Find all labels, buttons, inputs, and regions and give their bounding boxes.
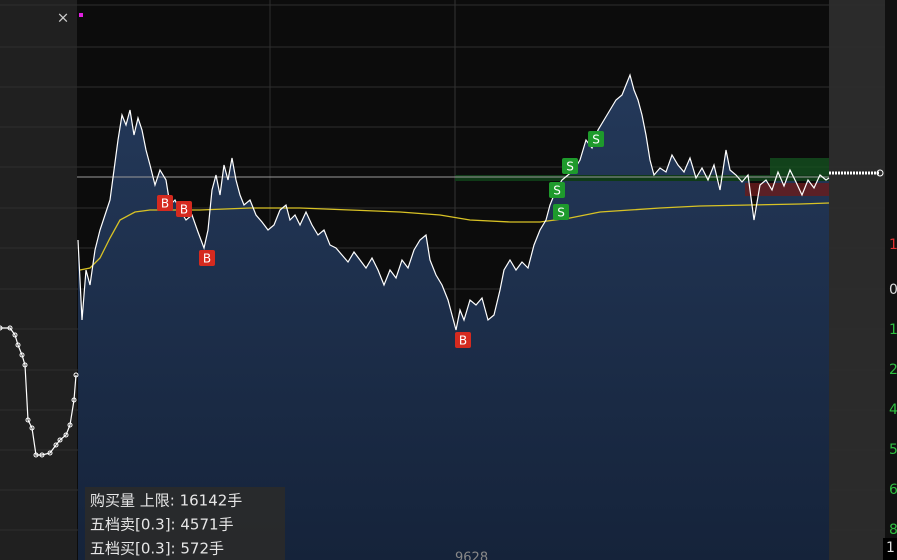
axis-label: 1 — [889, 237, 897, 253]
info-line: 五档卖[0.3]: 4571手 — [90, 516, 234, 534]
axis-label: 8 — [889, 522, 897, 538]
left-panel — [0, 0, 77, 560]
sell-depth — [770, 158, 829, 175]
corner-label: 1 — [886, 540, 895, 556]
right-panel — [829, 0, 885, 560]
sell-marker — [562, 158, 578, 174]
info-line: 购买量 上限: 16142手 — [90, 492, 242, 510]
prev-dot — [22, 362, 28, 368]
buy-marker — [157, 195, 173, 211]
forecast-end — [876, 169, 884, 177]
axis-label: 1 — [889, 322, 897, 338]
buy-label: B — [180, 203, 188, 217]
prev-dot — [39, 452, 45, 458]
axis-labels: 1 0 1 2 4 5 6 8 — [889, 237, 897, 538]
prev-dot — [19, 352, 25, 358]
time-label: 9628 — [455, 551, 488, 560]
info-panel — [85, 487, 285, 560]
prev-dot — [7, 325, 13, 331]
average-line — [79, 202, 830, 271]
info-line: 五档买[0.3]: 572手 — [90, 540, 224, 558]
prev-dot — [25, 417, 31, 423]
sell-label: S — [553, 184, 561, 198]
prev-dot — [63, 432, 69, 438]
axis-label: 6 — [889, 482, 897, 498]
prev-dot — [53, 442, 59, 448]
prev-dot — [0, 325, 3, 331]
buy-label: B — [203, 252, 211, 266]
corner-box — [883, 538, 897, 560]
axis-label: 2 — [889, 362, 897, 378]
prev-dot — [71, 397, 77, 403]
buy-marker — [176, 201, 192, 217]
green-band — [455, 175, 829, 181]
prev-line — [0, 327, 77, 456]
sell-marker — [588, 131, 604, 147]
sell-marker — [549, 182, 565, 198]
axis-label: 0 — [889, 282, 897, 298]
sell-label: S — [566, 160, 574, 174]
prev-dot — [47, 450, 53, 456]
buy-label: B — [161, 197, 169, 211]
prev-dot — [15, 342, 21, 348]
axis-panel — [885, 0, 897, 560]
axis-label: 4 — [889, 402, 897, 418]
sell-label: S — [557, 206, 565, 220]
axis-label: 5 — [889, 442, 897, 458]
buy-depth — [745, 183, 829, 196]
prev-dot — [73, 372, 79, 378]
buy-label: B — [459, 334, 467, 348]
close-button[interactable]: × — [57, 9, 70, 27]
prev-dot — [29, 425, 35, 431]
buy-marker — [455, 332, 471, 348]
prev-dot — [57, 437, 63, 443]
prev-dot — [67, 422, 73, 428]
buy-marker — [199, 250, 215, 266]
prev-dot — [33, 452, 39, 458]
prev-dot — [12, 332, 18, 338]
sell-label: S — [592, 133, 600, 147]
sell-marker — [553, 204, 569, 220]
price-area — [78, 75, 829, 560]
indicator-dot — [79, 13, 83, 17]
